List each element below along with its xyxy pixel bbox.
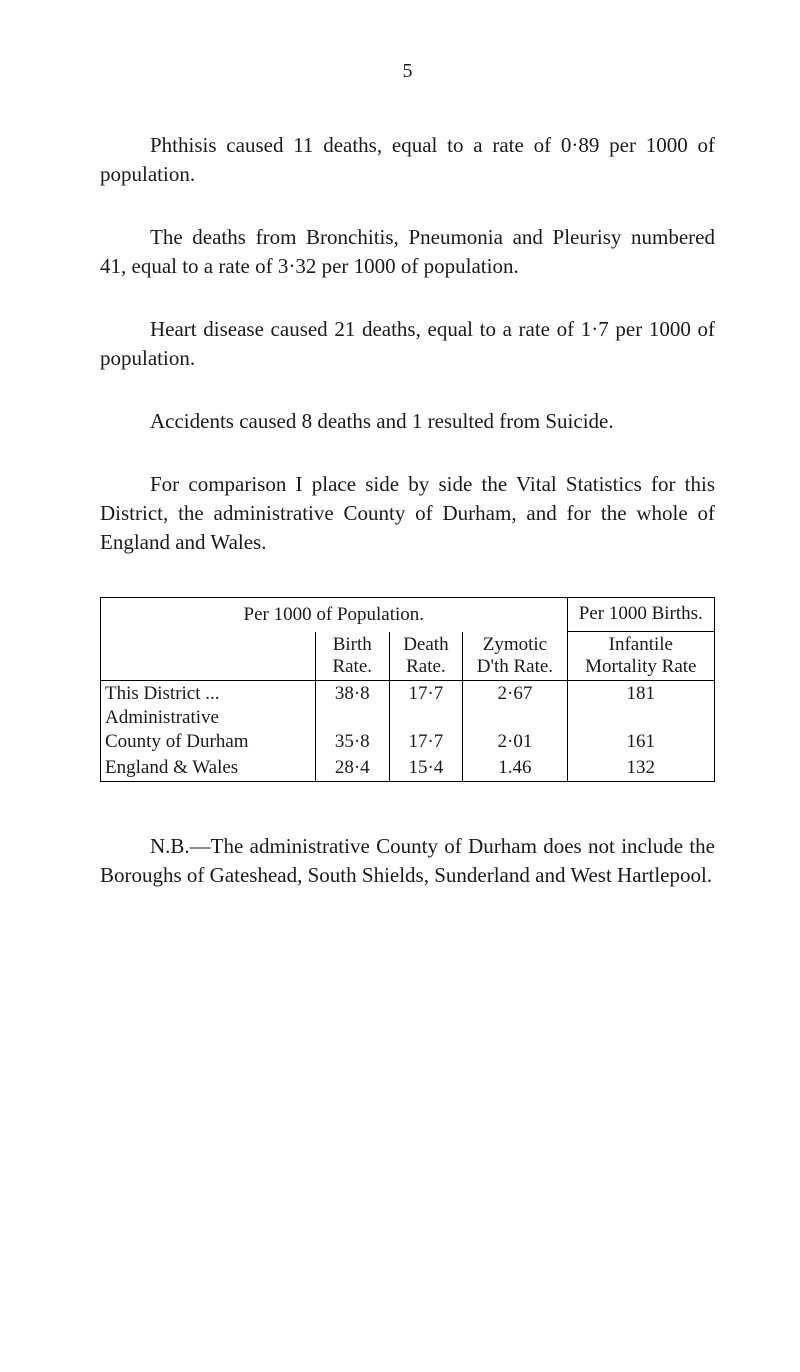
row-label-this-district: This District ... (101, 680, 316, 707)
table-header-row-2: Birth Rate. Death Rate. Zymotic D'th Rat… (101, 632, 715, 681)
table-row: This District ... 38·8 17·7 2·67 181 (101, 680, 715, 707)
vital-statistics-table: Per 1000 of Population. Per 1000 Births.… (100, 597, 715, 782)
paragraph-comparison-intro: For comparison I place side by side the … (100, 470, 715, 557)
header-population: Per 1000 of Population. (101, 597, 568, 632)
paragraph-accidents: Accidents caused 8 deaths and 1 resulted… (100, 407, 715, 436)
cell-birth: 38·8 (315, 680, 389, 707)
header-death-rate: Death Rate. (389, 632, 463, 681)
table-header-row-1: Per 1000 of Population. Per 1000 Births. (101, 597, 715, 632)
cell-birth: 35·8 (315, 729, 389, 755)
paragraph-phthisis: Phthisis caused 11 deaths, equal to a ra… (100, 131, 715, 189)
cell-birth (315, 707, 389, 729)
cell-zymotic: 2·01 (463, 729, 567, 755)
cell-death: 17·7 (389, 729, 463, 755)
header-zymotic-rate: Zymotic D'th Rate. (463, 632, 567, 681)
cell-birth: 28·4 (315, 755, 389, 782)
row-label-county-durham: County of Durham (101, 729, 316, 755)
table-row: England & Wales 28·4 15·4 1.46 132 (101, 755, 715, 782)
cell-infantile: 161 (567, 729, 714, 755)
row-label-administrative: Administrative (101, 707, 316, 729)
header-infantile-rate: Infantile Mortality Rate (567, 632, 714, 681)
header-blank (101, 632, 316, 681)
table-row: County of Durham 35·8 17·7 2·01 161 (101, 729, 715, 755)
footnote-nb: N.B.—The administrative County of Durham… (100, 832, 715, 890)
cell-death (389, 707, 463, 729)
header-birth-rate: Birth Rate. (315, 632, 389, 681)
cell-infantile: 181 (567, 680, 714, 707)
table-row: Administrative (101, 707, 715, 729)
cell-zymotic: 1.46 (463, 755, 567, 782)
cell-zymotic (463, 707, 567, 729)
header-births: Per 1000 Births. (567, 597, 714, 632)
cell-zymotic: 2·67 (463, 680, 567, 707)
cell-death: 17·7 (389, 680, 463, 707)
paragraph-bronchitis: The deaths from Bronchitis, Pneumonia an… (100, 223, 715, 281)
cell-death: 15·4 (389, 755, 463, 782)
paragraph-heart-disease: Heart disease caused 21 deaths, equal to… (100, 315, 715, 373)
cell-infantile: 132 (567, 755, 714, 782)
row-label-england-wales: England & Wales (101, 755, 316, 782)
cell-infantile (567, 707, 714, 729)
page-number: 5 (100, 60, 715, 83)
